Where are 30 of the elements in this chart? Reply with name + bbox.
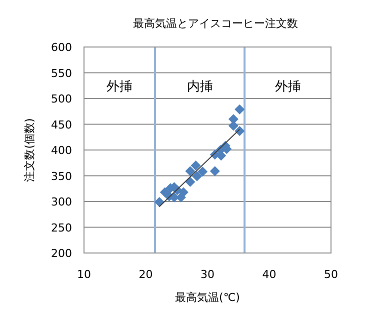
y-tick-label: 350: [51, 170, 72, 183]
chart-title: 最高気温とアイスコーヒー注文数: [133, 17, 298, 30]
y-tick-label: 550: [51, 66, 72, 80]
x-tick-label: 50: [324, 268, 338, 281]
y-tick-label: 600: [51, 41, 72, 54]
x-tick-label: 40: [262, 268, 276, 281]
x-tick-label: 20: [138, 268, 153, 281]
point: [234, 104, 245, 114]
point: [190, 160, 201, 170]
annotation: 内挿: [186, 80, 213, 95]
annotation: 外挿: [274, 80, 301, 95]
point: [228, 120, 238, 131]
point: [210, 166, 220, 176]
y-tick-label: 400: [51, 144, 72, 157]
point: [185, 166, 196, 176]
point: [192, 171, 202, 182]
point: [178, 187, 188, 198]
point: [185, 176, 196, 187]
point: [154, 197, 164, 208]
y-tick-label: 300: [51, 196, 72, 208]
y-tick-label: 500: [51, 92, 72, 106]
y-tick-label: 250: [51, 221, 72, 234]
annotation: 外挿: [106, 80, 133, 95]
point: [198, 166, 208, 177]
x-tick-label: 10: [77, 268, 91, 281]
x-tick-label: 30: [200, 268, 214, 281]
y-axis-title: 注文数(個数): [23, 118, 36, 182]
y-tick-label: 200: [51, 247, 72, 260]
x-axis-title: 最高気温(℃): [175, 291, 240, 304]
y-tick-label: 450: [51, 118, 72, 132]
